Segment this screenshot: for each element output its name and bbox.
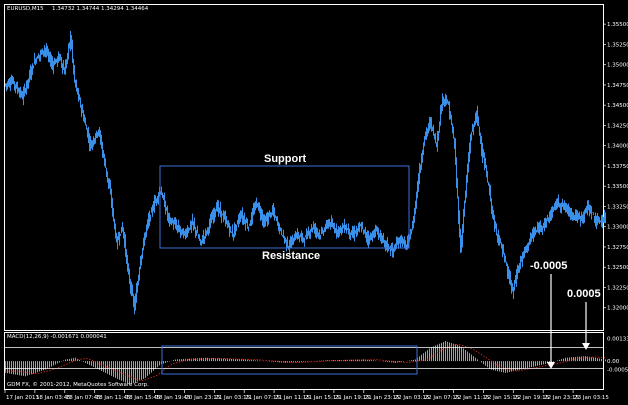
price-tick-label: 1.33750 [607, 164, 628, 170]
time-tick-label: 22 Jan 19:15 [514, 395, 549, 401]
ohlc-readout: 1.34732 1.34744 1.34294 1.34464 [52, 6, 149, 12]
time-tick-label: 18 Jan 03:45 [36, 395, 71, 401]
time-tick-label: 21 Jan 19:15 [335, 395, 370, 401]
pos-value-arrow-head [582, 343, 590, 350]
macd-tick-label: 0.001339 [607, 337, 628, 343]
price-tick-label: 1.32500 [607, 265, 628, 271]
price-tick-label: 1.34750 [607, 83, 628, 89]
macd-label: MACD(12,26,9) -0.001671 0.000041 [7, 334, 107, 340]
price-tick-label: 1.35250 [607, 42, 628, 48]
price-tick-label: 1.32750 [607, 245, 628, 251]
price-tick-label: 1.35500 [607, 22, 628, 28]
price-candles [5, 30, 606, 315]
time-tick-label: 18 Jan 15:45 [126, 395, 161, 401]
price-axis: 1.35500 1.35250 1.35000 1.34750 1.34500 1.342… [603, 22, 628, 312]
time-tick-label: 21 Jan 23:15 [365, 395, 400, 401]
price-tick-label: 1.35000 [607, 63, 628, 69]
time-tick-label: 22 Jan 03:15 [395, 395, 430, 401]
neg-value-arrow-head [547, 362, 555, 369]
macd-tick-label: -0.0005 [607, 368, 628, 374]
neg-value-label: -0.0005 [530, 260, 567, 272]
price-tick-label: 1.33250 [607, 204, 628, 210]
copyright-footer: GDM FX, © 2001-2012, MetaQuotes Software… [7, 381, 149, 388]
price-tick-label: 1.32250 [607, 285, 628, 291]
time-tick-label: 21 Jan 15:15 [305, 395, 340, 401]
resistance-label: Resistance [262, 250, 320, 262]
macd-panel-frame [4, 332, 604, 390]
time-tick-label: 23 Jan 03:15 [574, 395, 609, 401]
macd-tick-label: 0.00 [607, 359, 620, 365]
price-tick-label: 1.33000 [607, 225, 628, 231]
macd-signal-line [5, 343, 606, 382]
time-tick-label: 21 Jan 07:15 [245, 395, 280, 401]
macd-histogram [5, 341, 606, 385]
consolidation-box [159, 165, 410, 249]
time-tick-label: 22 Jan 07:15 [425, 395, 460, 401]
time-tick-label: 18 Jan 11:45 [96, 395, 131, 401]
time-tick-label: 20 Jan 23:15 [185, 395, 220, 401]
time-tick-label: 22 Jan 11:15 [455, 395, 490, 401]
time-tick-label: 18 Jan 07:45 [66, 395, 101, 401]
time-tick-label: 17 Jan 2013 [6, 395, 39, 401]
support-label: Support [264, 153, 306, 165]
time-tick-label: 18 Jan 19:45 [156, 395, 191, 401]
time-tick-label: 22 Jan 15:15 [484, 395, 519, 401]
price-tick-label: 1.34000 [607, 144, 628, 150]
symbol-title: EURUSD,M15 [7, 6, 44, 12]
price-tick-label: 1.32000 [607, 306, 628, 312]
price-tick-label: 1.33500 [607, 184, 628, 190]
macd-highlight-box [161, 345, 418, 375]
time-tick-label: 21 Jan 03:15 [215, 395, 250, 401]
time-tick-label: 22 Jan 23:15 [544, 395, 579, 401]
pos-value-label: 0.0005 [567, 288, 601, 300]
time-tick-label: 21 Jan 11:15 [275, 395, 310, 401]
price-tick-label: 1.34250 [607, 123, 628, 129]
price-tick-label: 1.34500 [607, 103, 628, 109]
macd-axis: 0.001339 0.00 -0.0005 [607, 337, 628, 374]
price-chart-frame [4, 4, 604, 331]
